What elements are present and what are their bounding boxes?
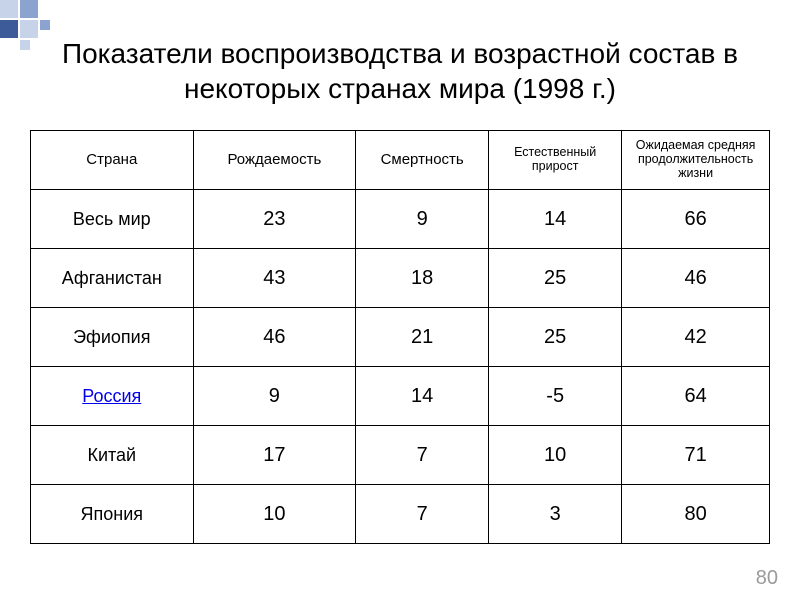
- table-row: Весь мир2391466: [31, 190, 770, 249]
- table-body: Весь мир2391466Афганистан43182546Эфиопия…: [31, 190, 770, 544]
- cell-value: -5: [489, 367, 622, 426]
- cell-value: 21: [356, 308, 489, 367]
- cell-value: 43: [193, 249, 356, 308]
- cell-value: 64: [622, 367, 770, 426]
- cell-value: 80: [622, 485, 770, 544]
- cell-country: Афганистан: [31, 249, 194, 308]
- cell-value: 17: [193, 426, 356, 485]
- cell-country: Китай: [31, 426, 194, 485]
- cell-value: 46: [622, 249, 770, 308]
- cell-value: 10: [489, 426, 622, 485]
- slide-number: 80: [756, 567, 778, 590]
- cell-value: 25: [489, 249, 622, 308]
- col-natural-increase: Естественный прирост: [489, 131, 622, 190]
- cell-country: Россия: [31, 367, 194, 426]
- cell-value: 42: [622, 308, 770, 367]
- col-birthrate: Рождаемость: [193, 131, 356, 190]
- cell-value: 3: [489, 485, 622, 544]
- cell-value: 10: [193, 485, 356, 544]
- cell-country: Весь мир: [31, 190, 194, 249]
- cell-value: 14: [489, 190, 622, 249]
- page-title: Показатели воспроизводства и возрастной …: [40, 36, 760, 106]
- table-row: Япония107380: [31, 485, 770, 544]
- data-table-container: Страна Рождаемость Смертность Естественн…: [30, 130, 770, 544]
- cell-country: Эфиопия: [31, 308, 194, 367]
- cell-value: 66: [622, 190, 770, 249]
- col-deathrate: Смертность: [356, 131, 489, 190]
- country-link[interactable]: Россия: [82, 386, 141, 406]
- cell-value: 7: [356, 426, 489, 485]
- data-table: Страна Рождаемость Смертность Естественн…: [30, 130, 770, 544]
- table-row: Китай1771071: [31, 426, 770, 485]
- cell-value: 25: [489, 308, 622, 367]
- cell-value: 18: [356, 249, 489, 308]
- cell-value: 46: [193, 308, 356, 367]
- table-row: Афганистан43182546: [31, 249, 770, 308]
- col-country: Страна: [31, 131, 194, 190]
- table-row: Эфиопия46212542: [31, 308, 770, 367]
- cell-value: 23: [193, 190, 356, 249]
- cell-value: 14: [356, 367, 489, 426]
- table-header-row: Страна Рождаемость Смертность Естественн…: [31, 131, 770, 190]
- cell-value: 7: [356, 485, 489, 544]
- cell-value: 9: [193, 367, 356, 426]
- col-life-expectancy: Ожидаемая средняя продолжительность жизн…: [622, 131, 770, 190]
- cell-value: 71: [622, 426, 770, 485]
- cell-value: 9: [356, 190, 489, 249]
- table-row: Россия 914-564: [31, 367, 770, 426]
- cell-country: Япония: [31, 485, 194, 544]
